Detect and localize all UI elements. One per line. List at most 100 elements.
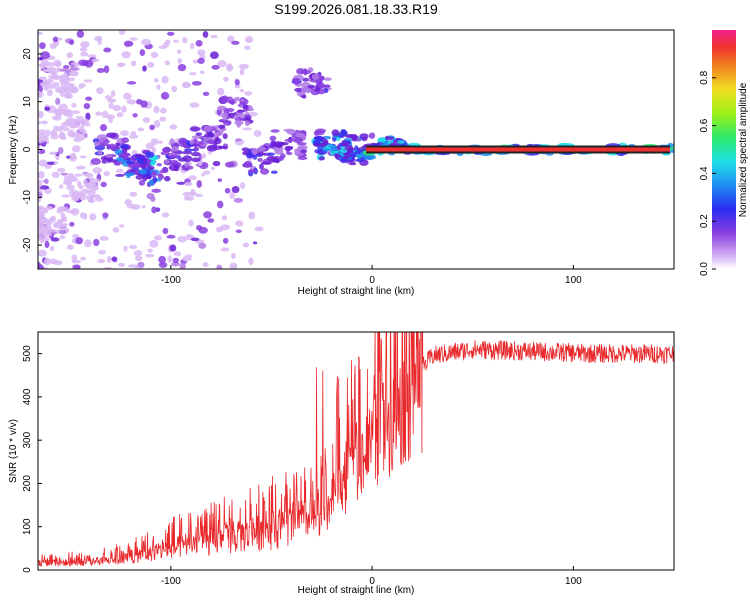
spectrum-blob [38, 171, 45, 179]
spectrum-blob [63, 72, 68, 78]
spectrum-blob [45, 129, 51, 137]
spectrum-blob [226, 96, 233, 100]
spectrum-blob [207, 218, 215, 223]
spectrum-blob [116, 111, 124, 118]
spectrum-blob [171, 145, 179, 152]
spectrum-blob [197, 49, 206, 56]
spectrum-blob [57, 147, 64, 155]
spectrum-blob [313, 136, 320, 141]
spectrum-blob [138, 168, 147, 175]
spectrum-blob [270, 170, 278, 174]
spectrum-blob [252, 241, 258, 245]
spectrum-blob [66, 175, 77, 182]
spectrum-blob [194, 193, 203, 198]
spectrum-blob [157, 174, 165, 180]
spectrum-blob [314, 149, 321, 154]
spectrum-blob [342, 140, 349, 148]
spectrum-blob [153, 119, 161, 128]
spectrum-blob [227, 120, 232, 125]
spectrum-blob [228, 112, 235, 118]
spectrum-blob [55, 97, 61, 106]
spectrum-blob [293, 78, 300, 86]
spectrum-blob [129, 37, 138, 41]
spectrum-blob [182, 191, 192, 197]
spectrum-blob [235, 220, 244, 227]
spectrum-blob [66, 52, 74, 59]
spectrum-blob [198, 242, 207, 249]
spectrum-blob [244, 36, 254, 44]
spectrum-blob [72, 264, 81, 269]
spectrum-blob [230, 252, 236, 260]
spectrum-blob [38, 233, 42, 242]
spectrum-blob [146, 158, 152, 164]
colorbar-tick-label: 0.6 [699, 118, 710, 132]
spectrum-blob [331, 129, 340, 137]
spectrum-blob [61, 194, 71, 198]
spectrum-blob [171, 85, 178, 93]
spectrum-blob [148, 179, 155, 186]
spectrum-blob [147, 248, 153, 253]
spectrum-blob [90, 157, 101, 165]
spectrum-blob [70, 64, 75, 69]
spectrum-blob [256, 152, 267, 156]
spectrum-blob [66, 184, 75, 191]
spectrum-blob [105, 154, 113, 158]
spectrum-blob [63, 180, 73, 185]
spectrum-blob [147, 165, 155, 170]
spectrum-blob [293, 137, 303, 144]
spectrum-blob [63, 65, 70, 69]
spectrum-x-axis-label: Height of straight line (km) [298, 286, 415, 297]
spectrum-blob [103, 47, 112, 53]
spectrum-blob [182, 83, 192, 87]
spectrum-blob [112, 104, 121, 112]
spectrum-blob [38, 129, 47, 135]
spectrum-blob [52, 36, 59, 43]
spectrum-blob [300, 149, 308, 154]
spectrum-blob [169, 124, 178, 130]
spectrum-y-tick-label: -20 [22, 237, 33, 252]
spectrum-y-tick-label: 20 [22, 48, 33, 60]
spectrum-blob [39, 42, 46, 50]
spectrum-blob [101, 110, 109, 119]
spectrum-blob [217, 60, 227, 68]
spectrum-blob [203, 211, 212, 219]
spectrum-blob [69, 221, 75, 227]
spectrum-blob [236, 109, 245, 113]
spectrum-blob [191, 135, 203, 139]
spectrum-blob [297, 156, 308, 161]
spectrum-blob [233, 197, 244, 203]
spectrum-blob [170, 159, 179, 165]
spectrum-blob [300, 86, 309, 94]
spectrum-blob [200, 153, 207, 159]
spectrum-blob [125, 160, 135, 165]
spectrum-blob [359, 133, 369, 140]
spectrum-blob [269, 135, 277, 142]
spectrum-blob [96, 87, 104, 95]
spectrum-blob [87, 54, 97, 58]
spectrum-blob [149, 239, 159, 248]
spectrum-blob [247, 169, 258, 173]
spectrum-blob [99, 142, 106, 147]
spectrum-blob [44, 178, 49, 185]
spectrum-blob [272, 158, 279, 163]
spectrum-blob [47, 75, 57, 79]
spectrum-blob [217, 178, 223, 182]
spectrum-blob [33, 221, 37, 226]
snr-plot-frame [37, 331, 675, 571]
spectrum-blob [70, 70, 79, 77]
spectrum-blob [141, 38, 152, 46]
spectrum-blob [239, 181, 246, 190]
spectrum-data [33, 30, 674, 269]
spectrum-blob [177, 63, 187, 72]
spectrum-blob [167, 31, 175, 36]
spectrum-blob [38, 159, 48, 167]
spectrum-blob [120, 130, 129, 137]
spectrum-blob [38, 264, 44, 269]
spectrum-blob [60, 172, 68, 176]
spectrum-blob [234, 79, 240, 86]
spectrum-blob [83, 79, 93, 83]
spectrum-blob [79, 47, 88, 52]
spectrum-blob [254, 226, 264, 232]
spectrum-blob [235, 138, 242, 142]
spectrum-blob [137, 127, 145, 132]
